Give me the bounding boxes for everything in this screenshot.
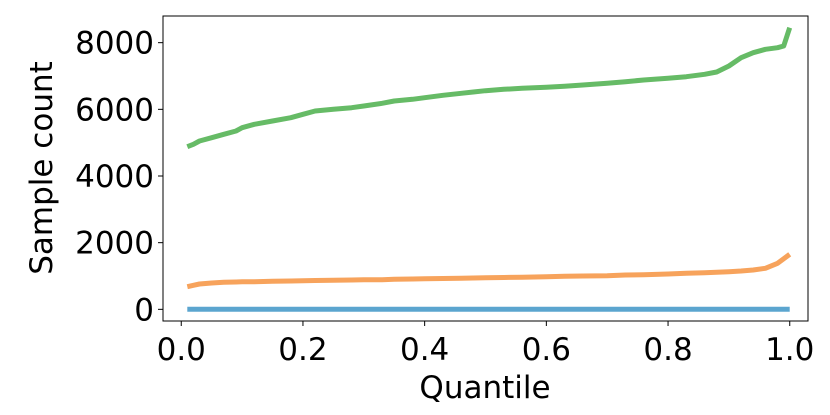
axis-ticks: 0.0 0.2 0.4 0.6 0.8 1.0 0 2000 4000 6000 8000 (75, 26, 814, 368)
x-tick-label: 0.4 (400, 332, 449, 368)
series-line-2 (186, 252, 792, 290)
y-tick-label: 2000 (75, 226, 154, 262)
x-tick-label: 1.0 (765, 332, 814, 368)
x-tick-label: 0.2 (278, 332, 327, 368)
series-lines (186, 26, 793, 312)
x-tick-label: 0.6 (522, 332, 571, 368)
y-tick-label: 8000 (75, 26, 154, 62)
y-axis-title: Sample count (24, 61, 60, 275)
x-axis-title: Quantile (419, 370, 550, 406)
y-tick-label: 4000 (75, 159, 154, 195)
y-tick-label: 0 (134, 292, 154, 328)
x-tick-label: 0.0 (157, 332, 206, 368)
x-tick-label: 0.8 (643, 332, 692, 368)
plot-frame (162, 15, 809, 322)
y-tick-label: 6000 (75, 92, 154, 128)
series-line-3 (186, 26, 793, 150)
